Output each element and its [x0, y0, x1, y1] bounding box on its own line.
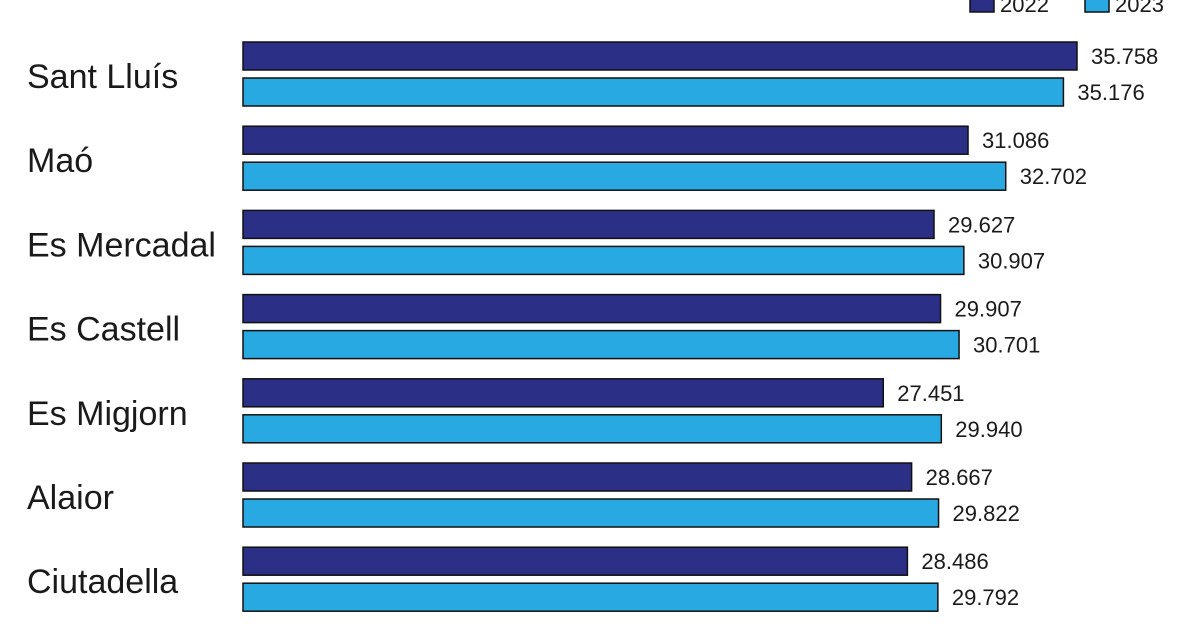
legend-swatch-2023: [1084, 0, 1110, 13]
value-label-es-castell-2023: 30.701: [973, 333, 1040, 358]
value-label-es-migjorn-2023: 29.940: [955, 417, 1022, 442]
value-label-alaior-2022: 28.667: [926, 465, 993, 490]
bar-es-castell-2023: [242, 329, 960, 360]
bar-alaior-2022: [242, 462, 913, 492]
bar-mao-2022: [242, 125, 969, 155]
value-label-ciutadella-2022: 28.486: [921, 549, 988, 574]
legend: 2022 2023: [969, 0, 1164, 17]
bar-es-castell-2022: [242, 293, 942, 324]
category-label-mao: Maó: [27, 142, 93, 180]
value-label-sant-lluis-2022: 35.758: [1091, 44, 1158, 69]
bars: [242, 41, 1078, 612]
category-label-sant-lluis: Sant Lluís: [27, 58, 178, 96]
bar-es-mercadal-2022: [242, 209, 935, 240]
bar-sant-lluis-2023: [242, 77, 1065, 107]
bar-es-migjorn-2023: [242, 414, 943, 444]
bar-ciutadella-2022: [242, 546, 909, 576]
value-label-mao-2022: 31.086: [982, 128, 1049, 153]
bar-es-mercadal-2023: [242, 245, 965, 276]
value-label-es-mercadal-2023: 30.907: [978, 248, 1045, 273]
category-label-es-migjorn: Es Migjorn: [27, 395, 188, 433]
category-label-ciutadella: Ciutadella: [27, 563, 178, 601]
legend-label-2023: 2023: [1115, 0, 1164, 17]
value-label-ciutadella-2023: 29.792: [952, 585, 1019, 610]
value-label-es-castell-2022: 29.907: [955, 297, 1022, 322]
category-label-alaior: Alaior: [27, 479, 114, 517]
legend-label-2022: 2022: [1000, 0, 1049, 17]
category-labels: Sant Lluís Maó Es Mercadal Es Castell Es Mig…: [27, 58, 216, 601]
bar-sant-lluis-2022: [242, 41, 1078, 71]
bar-es-migjorn-2022: [242, 378, 885, 408]
value-label-es-mercadal-2022: 29.627: [948, 212, 1015, 237]
category-label-es-castell: Es Castell: [27, 311, 180, 349]
value-label-es-migjorn-2022: 27.451: [897, 381, 964, 406]
bar-mao-2023: [242, 161, 1007, 191]
category-label-es-mercadal: Es Mercadal: [27, 226, 216, 264]
value-label-alaior-2023: 29.822: [953, 501, 1020, 526]
legend-swatch-2022: [969, 0, 995, 13]
value-label-mao-2023: 32.702: [1020, 164, 1087, 189]
bar-ciutadella-2023: [242, 582, 939, 612]
bar-alaior-2023: [242, 498, 940, 528]
value-label-sant-lluis-2023: 35.176: [1077, 80, 1144, 105]
